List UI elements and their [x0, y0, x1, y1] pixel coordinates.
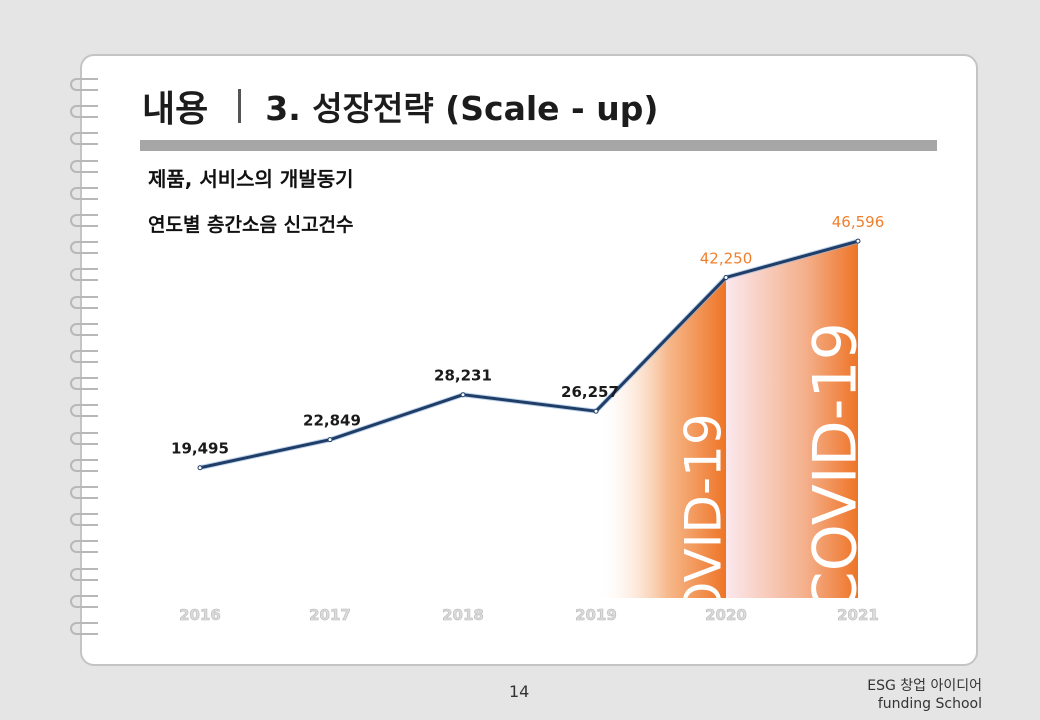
data-label: 26,257 — [561, 383, 619, 401]
data-label: 46,596 — [832, 213, 885, 231]
data-point — [197, 465, 203, 471]
binding-ring — [70, 322, 98, 336]
binding-ring — [70, 159, 98, 173]
binding-ring — [70, 622, 98, 635]
data-point — [460, 392, 466, 398]
covid-label: COVID-19 — [675, 413, 733, 656]
covid-label: COVID-19 — [801, 322, 871, 613]
title-main: 내용 — [142, 89, 209, 130]
page-number: 14 — [509, 682, 530, 701]
x-tick-label: 2021 — [837, 606, 879, 624]
binding-ring — [70, 513, 98, 527]
binding-ring — [70, 78, 98, 91]
binding-ring — [70, 540, 98, 554]
data-label: 19,495 — [171, 440, 229, 458]
subtitle-motivation: 제품, 서비스의 개발동기 — [148, 167, 354, 191]
brand-line-1: ESG 창업 아이디어 — [867, 678, 982, 694]
chart-title: 연도별 층간소음 신고건수 — [148, 214, 354, 236]
data-point — [327, 437, 333, 443]
binding-ring — [70, 594, 98, 608]
data-label: 42,250 — [700, 249, 753, 267]
covid-band — [726, 241, 858, 598]
series-line — [199, 239, 859, 470]
x-tick-label: 2018 — [442, 606, 484, 624]
binding-ring — [70, 241, 98, 255]
data-label: 22,849 — [303, 412, 361, 430]
binding-ring — [70, 350, 98, 363]
title-underline-bar — [140, 140, 937, 151]
binding-ring — [70, 377, 98, 391]
data-point — [855, 238, 861, 244]
binding-ring — [70, 105, 98, 119]
binding-ring — [70, 295, 98, 309]
binding-ring — [70, 186, 98, 200]
x-tick-label: 2019 — [575, 606, 617, 624]
x-tick-label: 2017 — [309, 606, 351, 624]
binding-ring — [70, 567, 98, 581]
data-label: 28,231 — [434, 367, 492, 385]
binding-ring — [70, 404, 98, 418]
page-title: 내용 3. 성장전략 (Scale - up) — [142, 84, 659, 130]
binding-ring — [70, 458, 98, 472]
binding-ring — [70, 431, 98, 445]
data-point — [723, 274, 729, 280]
binding-ring — [70, 132, 98, 146]
title-separator — [238, 89, 242, 123]
binding-ring — [70, 268, 98, 282]
x-tick-label: 2016 — [179, 606, 221, 624]
x-tick-label: 2020 — [705, 606, 747, 624]
binding-ring — [70, 214, 98, 227]
data-point — [593, 408, 599, 414]
brand-line-2: funding School — [877, 696, 982, 712]
binding-ring — [70, 486, 98, 499]
brand-text: ESG 창업 아이디어 funding School — [867, 677, 982, 713]
title-sub: 3. 성장전략 (Scale - up) — [265, 89, 659, 128]
covid-band — [596, 277, 726, 598]
